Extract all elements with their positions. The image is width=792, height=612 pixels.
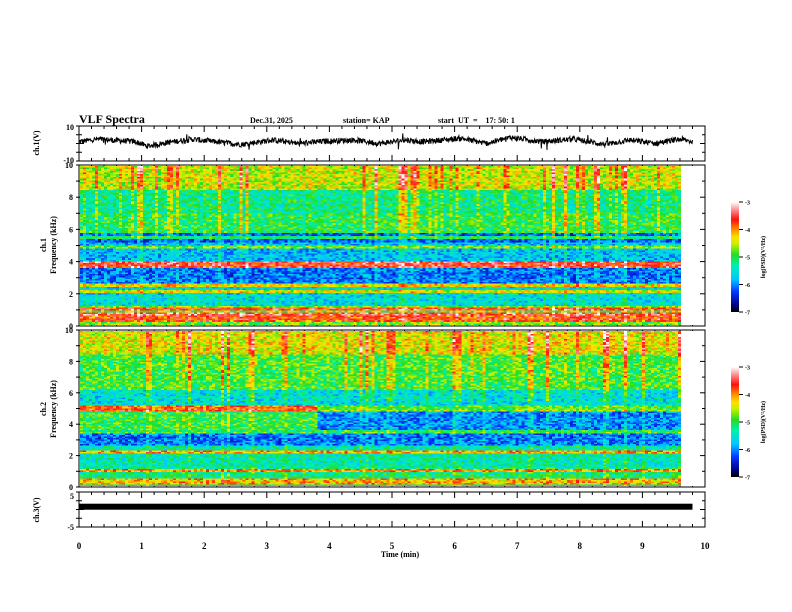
ch1-ytick-top: 10 — [66, 123, 74, 132]
ch2-colorbar-gradient — [731, 367, 739, 477]
station-label: station= KAP — [343, 116, 390, 125]
ch1-colorbar-ticks: -3 -4 -5 -6 -7 — [739, 201, 750, 317]
ch1-colorbar-gradient — [731, 202, 739, 312]
x-axis-label: Time (min) — [381, 550, 420, 559]
ch2-spectrogram-image — [80, 331, 693, 486]
ch1-ytick-bottom: -10 — [63, 156, 74, 165]
ch2-spec-ylabel-freq: Frequency (kHz) — [49, 380, 58, 438]
ch1-waveform-line — [79, 133, 693, 151]
ch1-spec-ylabel-ch: ch.1 — [39, 238, 48, 252]
y-tick-label: 4 — [69, 258, 73, 267]
colorbar-tick-label: -5 — [745, 256, 750, 262]
date-label: Dec.31, 2025 — [250, 116, 293, 125]
y-tick-label: 10 — [65, 161, 73, 170]
x-tick-label: 2 — [202, 541, 207, 551]
x-tick-label: 7 — [515, 541, 520, 551]
colorbar-tick-label: -7 — [745, 311, 750, 317]
ch2-colorbar-label: log(PSD)(V²/Hz) — [760, 401, 767, 443]
y-tick-label: 4 — [69, 420, 73, 429]
x-tick-label: 4 — [327, 541, 332, 551]
colorbar-tick-label: -3 — [745, 201, 750, 207]
start-time-label: start UT = 17: 50: 1 — [438, 116, 515, 125]
y-tick-label: 2 — [69, 290, 73, 299]
x-tick-label: 9 — [640, 541, 645, 551]
ch1-spectrogram-image — [80, 166, 693, 325]
y-tick-label: 8 — [69, 357, 73, 366]
y-tick-label: 0 — [69, 483, 73, 492]
ch3-xticks — [76, 491, 706, 528]
plot-title: VLF Spectra — [79, 112, 145, 126]
x-tick-label: 8 — [578, 541, 583, 551]
x-tick-label: 10 — [701, 541, 711, 551]
ch1-colorbar: -3 -4 -5 -6 -7 log(PSD)(V²/Hz) — [731, 201, 767, 317]
x-tick-label: 0 — [77, 541, 82, 551]
colorbar-tick-label: -3 — [745, 366, 750, 372]
ch3-waveform-line — [79, 503, 693, 510]
colorbar-tick-label: -7 — [745, 476, 750, 482]
ch2-spec-ylabel-ch: ch.2 — [39, 402, 48, 416]
colorbar-tick-label: -4 — [745, 228, 750, 234]
colorbar-tick-label: -6 — [745, 283, 750, 289]
x-tick-label: 5 — [390, 541, 395, 551]
ch3-ytick-top: 5 — [70, 492, 74, 501]
y-tick-label: 10 — [65, 326, 73, 335]
ch3-ytick-bottom: -5 — [67, 523, 74, 532]
y-tick-label: 0 — [69, 322, 73, 331]
y-tick-label: 8 — [69, 193, 73, 202]
colorbar-tick-label: -6 — [745, 448, 750, 454]
ch3-ylabel: ch.3(V) — [32, 497, 41, 522]
ch3-waveform-panel: 5 -5 ch.3(V) 0 1 2 3 4 5 6 7 8 9 10 Time (min) — [32, 491, 710, 559]
ch1-spec-ylabel-freq: Frequency (kHz) — [49, 216, 58, 274]
y-tick-label: 6 — [69, 389, 73, 398]
ch1-colorbar-label: log(PSD)(V²/Hz) — [760, 236, 767, 278]
x-tick-labels: 0 1 2 3 4 5 6 7 8 9 10 — [77, 541, 710, 551]
y-tick-label: 2 — [69, 452, 73, 461]
ch1-ylabel: ch.1(V) — [32, 130, 41, 155]
ch2-colorbar: -3 -4 -5 -6 -7 log(PSD)(V²/Hz) — [731, 366, 767, 482]
x-tick-label: 6 — [452, 541, 457, 551]
y-tick-label: 6 — [69, 225, 73, 234]
x-tick-label: 1 — [139, 541, 144, 551]
ch1-xticks — [76, 125, 706, 162]
colorbar-tick-label: -5 — [745, 421, 750, 427]
ch2-colorbar-ticks: -3 -4 -5 -6 -7 — [739, 366, 750, 482]
colorbar-tick-label: -4 — [745, 393, 750, 399]
x-tick-label: 3 — [265, 541, 270, 551]
ch1-waveform-panel: 10 -10 ch.1(V) — [32, 123, 706, 165]
